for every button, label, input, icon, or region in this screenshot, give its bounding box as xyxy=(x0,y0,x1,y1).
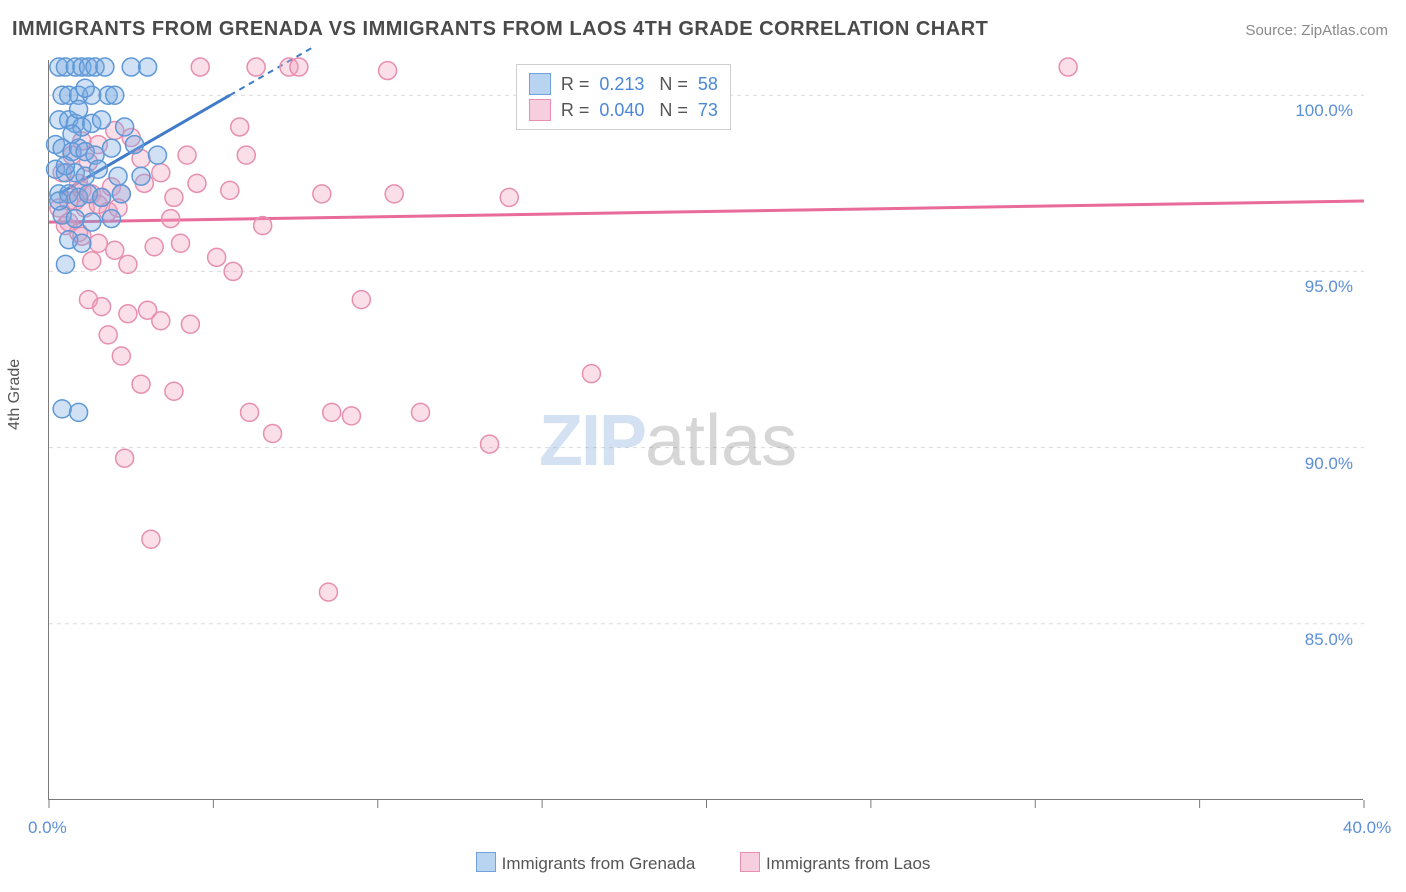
stats-row-grenada: R = 0.213 N = 58 xyxy=(529,71,718,97)
bottom-legend: Immigrants from Grenada Immigrants from … xyxy=(0,852,1406,874)
stats-r-label: R = xyxy=(561,71,590,97)
stats-r-grenada: 0.213 xyxy=(599,71,644,97)
laos-legend-swatch-icon xyxy=(740,852,760,872)
laos-swatch-icon xyxy=(529,99,551,121)
chart-title: IMMIGRANTS FROM GRENADA VS IMMIGRANTS FR… xyxy=(12,18,988,41)
legend-label-laos: Immigrants from Laos xyxy=(766,854,930,873)
stats-n-grenada: 58 xyxy=(698,71,718,97)
grenada-swatch-icon xyxy=(529,73,551,95)
stats-row-laos: R = 0.040 N = 73 xyxy=(529,97,718,123)
y-tick-label: 90.0% xyxy=(1293,454,1353,474)
legend-item-laos: Immigrants from Laos xyxy=(740,852,930,874)
stats-r-label: R = xyxy=(561,97,590,123)
y-tick-label: 100.0% xyxy=(1293,101,1353,121)
x-tick-label: 0.0% xyxy=(28,818,67,838)
stats-legend-box: R = 0.213 N = 58 R = 0.040 N = 73 xyxy=(516,64,731,130)
chart-container: IMMIGRANTS FROM GRENADA VS IMMIGRANTS FR… xyxy=(0,0,1406,892)
y-tick-label: 95.0% xyxy=(1293,277,1353,297)
y-axis-label: 4th Grade xyxy=(6,359,24,430)
x-tick-label: 40.0% xyxy=(1343,818,1391,838)
stats-r-laos: 0.040 xyxy=(599,97,644,123)
legend-label-grenada: Immigrants from Grenada xyxy=(502,854,696,873)
y-tick-label: 85.0% xyxy=(1293,630,1353,650)
stats-n-laos: 73 xyxy=(698,97,718,123)
source-label: Source: ZipAtlas.com xyxy=(1245,22,1388,39)
legend-item-grenada: Immigrants from Grenada xyxy=(476,852,696,874)
plot-area: ZIPatlas R = 0.213 N = 58 R = 0.040 N = … xyxy=(48,60,1363,800)
plot-svg xyxy=(49,60,1364,800)
grenada-legend-swatch-icon xyxy=(476,852,496,872)
stats-n-label: N = xyxy=(654,97,688,123)
stats-n-label: N = xyxy=(654,71,688,97)
